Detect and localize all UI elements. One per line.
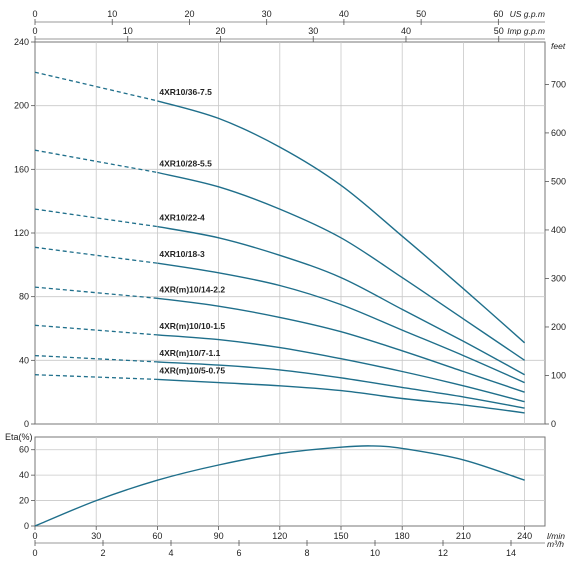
curve-solid-6 <box>157 361 525 409</box>
left-tick-label: 80 <box>19 292 29 302</box>
right-tick-label: 0 <box>551 419 556 429</box>
left-tick-label: 240 <box>14 37 29 47</box>
lmin-tick-label: 120 <box>272 531 287 541</box>
curve-label-0: 4XR10/36-7.5 <box>159 87 212 97</box>
imp-gpm-axis-unit: Imp g.p.m <box>507 26 545 36</box>
right-tick-label: 100 <box>551 370 566 380</box>
m3h-tick-label: 2 <box>100 548 105 558</box>
left-tick-label: 200 <box>14 101 29 111</box>
curve-dashed-3 <box>34 246 158 264</box>
curve-dashed-5 <box>34 324 158 336</box>
lmin-tick-label: 30 <box>91 531 101 541</box>
m3h-tick-label: 8 <box>304 548 309 558</box>
imp-gpm-axis-tick-label: 40 <box>401 26 411 36</box>
curve-label-7: 4XR(m)10/5-0.75 <box>159 365 225 375</box>
right-tick-label: 500 <box>551 176 566 186</box>
m3h-tick-label: 12 <box>438 548 448 558</box>
curve-dashed-7 <box>34 374 158 381</box>
us-gpm-axis-tick-label: 50 <box>416 9 426 19</box>
right-tick-label: 200 <box>551 322 566 332</box>
m3h-tick-label: 6 <box>236 548 241 558</box>
right-tick-label: 600 <box>551 128 566 138</box>
curve-label-5: 4XR(m)10/10-1.5 <box>159 321 225 331</box>
m3h-tick-label: 10 <box>370 548 380 558</box>
left-tick-label: 120 <box>14 228 29 238</box>
eta-plot-frame <box>34 436 546 527</box>
curve-solid-7 <box>157 378 525 414</box>
imp-gpm-axis-tick-label: 10 <box>123 26 133 36</box>
curve-dashed-2 <box>34 208 158 228</box>
eta-tick-label: 0 <box>24 521 29 531</box>
m3h-tick-label: 0 <box>32 548 37 558</box>
imp-gpm-axis-tick-label: 30 <box>308 26 318 36</box>
m3h-tick-label: 14 <box>506 548 516 558</box>
left-tick-label: 0 <box>24 419 29 429</box>
curve-solid-5 <box>157 334 525 403</box>
m3h-axis-unit: m³/h <box>547 539 564 549</box>
eta-axis-title: Eta(%) <box>5 432 33 442</box>
lmin-tick-label: 240 <box>517 531 532 541</box>
m3h-tick-label: 4 <box>168 548 173 558</box>
lmin-tick-label: 60 <box>152 531 162 541</box>
curve-label-2: 4XR10/22-4 <box>159 213 205 223</box>
us-gpm-axis-unit: US g.p.m <box>510 9 545 19</box>
left-tick-label: 160 <box>14 164 29 174</box>
curve-dashed-6 <box>34 354 158 363</box>
curve-solid-3 <box>157 262 525 384</box>
eta-tick-label: 60 <box>19 445 29 455</box>
lmin-tick-label: 150 <box>333 531 348 541</box>
imp-gpm-axis-tick-label: 20 <box>215 26 225 36</box>
us-gpm-axis-tick-label: 40 <box>339 9 349 19</box>
efficiency-curve <box>34 445 525 527</box>
curve-dashed-0 <box>34 71 158 102</box>
right-tick-label: 300 <box>551 273 566 283</box>
curve-solid-4 <box>157 297 525 393</box>
curve-solid-0 <box>157 100 526 344</box>
eta-tick-label: 40 <box>19 470 29 480</box>
curve-dashed-4 <box>34 286 158 299</box>
imp-gpm-axis-tick-label: 50 <box>494 26 504 36</box>
us-gpm-axis-tick-label: 60 <box>493 9 503 19</box>
right-axis-unit: feet <box>551 41 566 51</box>
left-tick-label: 40 <box>19 355 29 365</box>
curve-solid-2 <box>157 225 525 376</box>
lmin-axis-unit: l/min <box>547 531 565 541</box>
us-gpm-axis-tick-label: 10 <box>107 9 117 19</box>
flow-axes: 0 30 60 90 120 150 180 210 240 l/min 0 2 4 6 8 10 12 14 m³… <box>32 526 565 558</box>
us-gpm-axis-tick-label: 30 <box>262 9 272 19</box>
curve-label-1: 4XR10/28-5.5 <box>159 159 212 169</box>
curve-label-4: 4XR(m)10/14-2.2 <box>159 284 225 294</box>
us-gpm-axis-tick-label: 0 <box>32 9 37 19</box>
efficiency-panel: 0 20 40 60 Eta(%) <box>5 432 546 531</box>
lmin-tick-label: 210 <box>456 531 471 541</box>
right-tick-label: 400 <box>551 225 566 235</box>
us-gpm-axis-tick-label: 20 <box>184 9 194 19</box>
imp-gpm-axis-tick-label: 0 <box>32 26 37 36</box>
curve-solid-1 <box>157 171 525 361</box>
lmin-tick-label: 90 <box>214 531 224 541</box>
curve-label-6: 4XR(m)10/7-1.1 <box>159 348 220 358</box>
curve-dashed-1 <box>34 149 158 174</box>
eta-tick-label: 20 <box>19 496 29 506</box>
curve-label-3: 4XR10/18-3 <box>159 249 205 259</box>
lmin-tick-label: 0 <box>32 531 37 541</box>
head-curve-panel: 040801201602002400100200300400500600700f… <box>14 9 566 429</box>
lmin-tick-label: 180 <box>395 531 410 541</box>
right-tick-label: 700 <box>551 79 566 89</box>
